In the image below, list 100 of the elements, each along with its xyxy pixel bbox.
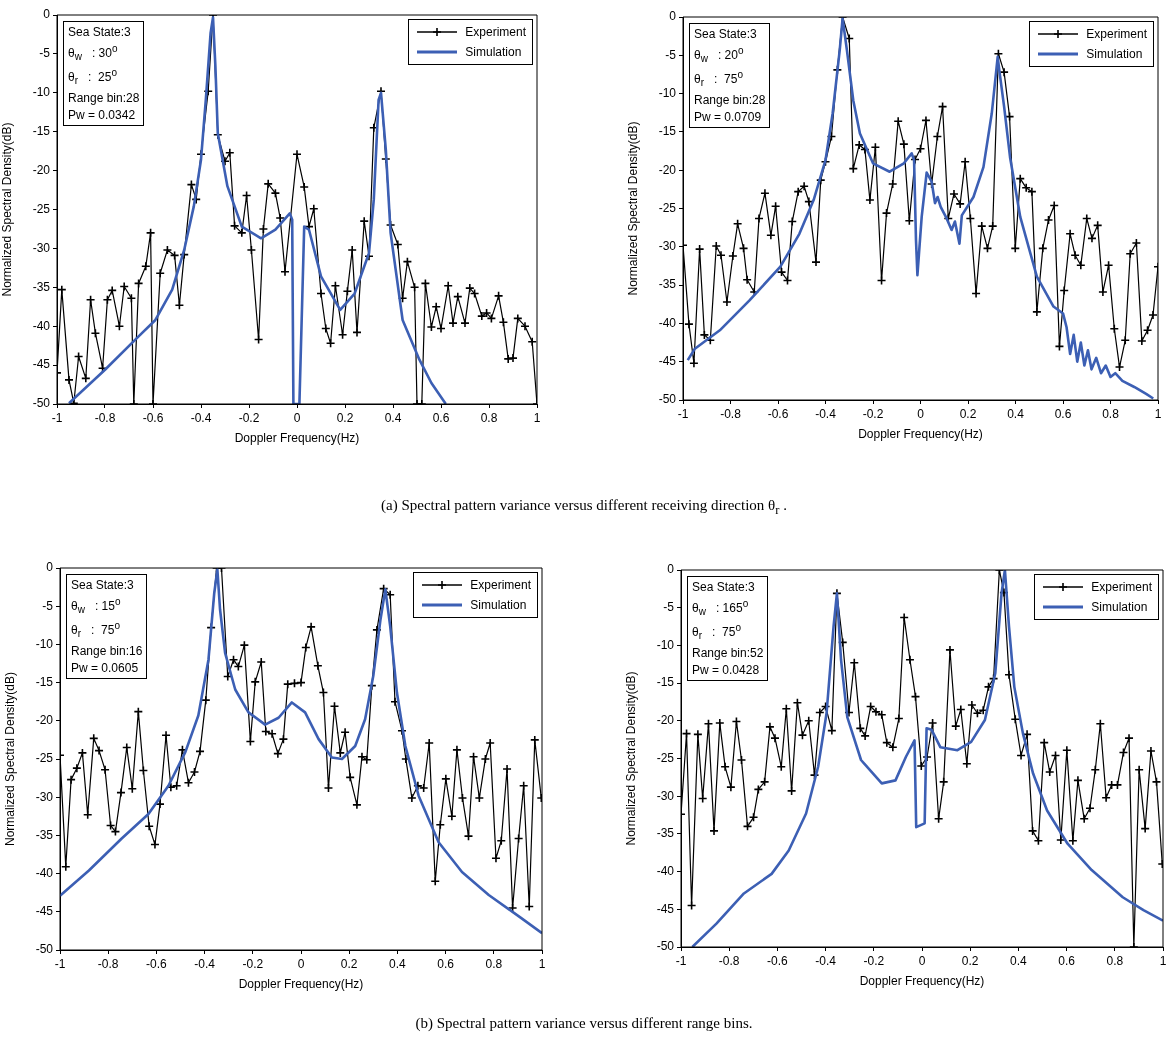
x-tick-label: -0.6 [767,406,789,421]
x-axis-title: Doppler Frequency(Hz) [238,977,364,992]
x-tick-label: -0.4 [190,410,212,425]
x-tick-label: 0.4 [1010,953,1028,968]
annotation: θ$_{w}$ : 15$^{o}$ [71,594,122,617]
y-tick-label: 0 [43,7,51,22]
text: (b) Spectral pattern variance versus different range bins. [414,1015,754,1032]
y-tick-label: -45 [658,354,677,369]
x-tick-label: -0.2 [863,953,885,968]
annotation: θ$_{r}$ : 75$^{o}$ [71,619,121,642]
x-tick-label: -0.2 [238,410,260,425]
x-tick-label: 0.4 [1007,406,1025,421]
annotation: θ$_{r}$ : 75$^{o}$ [694,68,744,91]
y-tick-label: -15 [35,674,54,689]
x-axis-title: Doppler Frequency(Hz) [858,427,983,442]
x-tick-label: -0.6 [146,956,168,971]
y-tick-label: -30 [35,789,54,804]
annotation: Sea State:3 [68,24,132,41]
x-tick-label: -1 [677,406,689,421]
y-tick-label: -45 [656,901,675,916]
y-tick-label: -20 [656,713,675,728]
y-tick-label: -25 [658,200,677,215]
annotation: Pw = 0.0342 [68,106,137,124]
x-tick-label: 0.8 [1102,406,1120,421]
y-tick-label: -15 [656,675,675,690]
y-tick-label: -40 [32,318,51,333]
x-tick-label: -0.8 [94,410,116,425]
y-tick-label: -20 [32,162,51,177]
annotation: Range bin:28 [694,92,766,109]
x-tick-label: -1 [675,953,687,968]
y-tick-label: -40 [656,863,675,878]
x-tick-label: 0.6 [437,956,455,971]
x-tick-label: -0.2 [862,406,884,421]
x-tick-label: -0.4 [194,956,216,971]
y-tick-label: -35 [32,279,51,294]
annotation: Range bin:28 [68,90,140,107]
y-axis-title: Normalized Spectral Density(dB) [0,122,14,297]
y-tick-label: -5 [39,46,51,61]
text: (a) Spectral pattern variance versus different receiving direction θ$_{r}$ . [380,497,788,518]
x-tick-label: -0.8 [720,406,742,421]
x-tick-label: 0.6 [1054,406,1072,421]
x-tick-label: -0.6 [142,410,164,425]
y-tick-label: -40 [658,315,677,330]
x-tick-label: 1 [538,956,546,971]
y-axis-title: Normalized Spectral Density(dB) [2,671,17,847]
legend-label: Experiment [1086,27,1147,41]
x-tick-label: -0.8 [718,953,740,968]
x-tick-label: 0.6 [1058,953,1076,968]
y-tick-label: -25 [656,750,675,765]
y-tick-label: -25 [32,201,51,216]
y-tick-label: -20 [658,162,677,177]
x-tick-label: 0.4 [384,410,402,425]
y-tick-label: -45 [32,357,51,372]
y-tick-label: -35 [35,827,54,842]
x-tick-label: -0.4 [815,406,837,421]
x-tick-label: 0 [917,406,925,421]
y-tick-label: -30 [658,239,677,254]
x-tick-label: 0.6 [432,410,450,425]
y-tick-label: -30 [32,240,51,255]
y-tick-label: -10 [658,85,677,100]
y-tick-label: -10 [35,636,54,651]
y-tick-label: -15 [658,124,677,139]
y-tick-label: -10 [32,85,51,100]
legend-label: Experiment [465,25,526,39]
x-tick-label: 0.2 [961,953,979,968]
x-tick-label: -0.6 [767,953,789,968]
annotation: Sea State:3 [71,577,135,594]
y-tick-label: -15 [32,124,51,139]
annotation: Pw = 0.0428 [692,661,761,679]
y-tick-label: -40 [35,865,54,880]
y-tick-label: -50 [32,396,51,411]
y-tick-label: -10 [656,637,675,652]
y-tick-label: 0 [669,9,677,24]
y-tick-label: -25 [35,751,54,766]
x-tick-label: -0.2 [242,956,264,971]
y-tick-label: -30 [656,788,675,803]
x-tick-label: 0 [918,953,926,968]
x-tick-label: -1 [54,956,66,971]
y-tick-label: -50 [658,392,677,407]
annotation: Pw = 0.0709 [694,108,763,126]
legend-label: Simulation [470,598,527,612]
x-tick-label: 0.2 [959,406,977,421]
legend-label: Experiment [470,578,531,592]
legend-label: Experiment [1091,580,1152,594]
y-tick-label: -35 [656,826,675,841]
annotation: Pw = 0.0605 [71,659,140,677]
annotation: Sea State:3 [694,26,758,43]
y-tick-label: -20 [35,713,54,728]
x-tick-label: 0 [297,956,305,971]
x-tick-label: 0.4 [389,956,407,971]
x-tick-label: 1 [1159,953,1167,968]
x-tick-label: 0 [293,410,301,425]
x-tick-label: 0.8 [1106,953,1124,968]
x-tick-label: 1 [533,410,541,425]
y-tick-label: -5 [665,47,677,62]
annotation: Sea State:3 [692,579,756,596]
x-tick-label: 0.8 [480,410,498,425]
y-tick-label: -35 [658,277,677,292]
y-tick-label: 0 [46,560,54,575]
y-tick-label: -50 [35,942,54,957]
